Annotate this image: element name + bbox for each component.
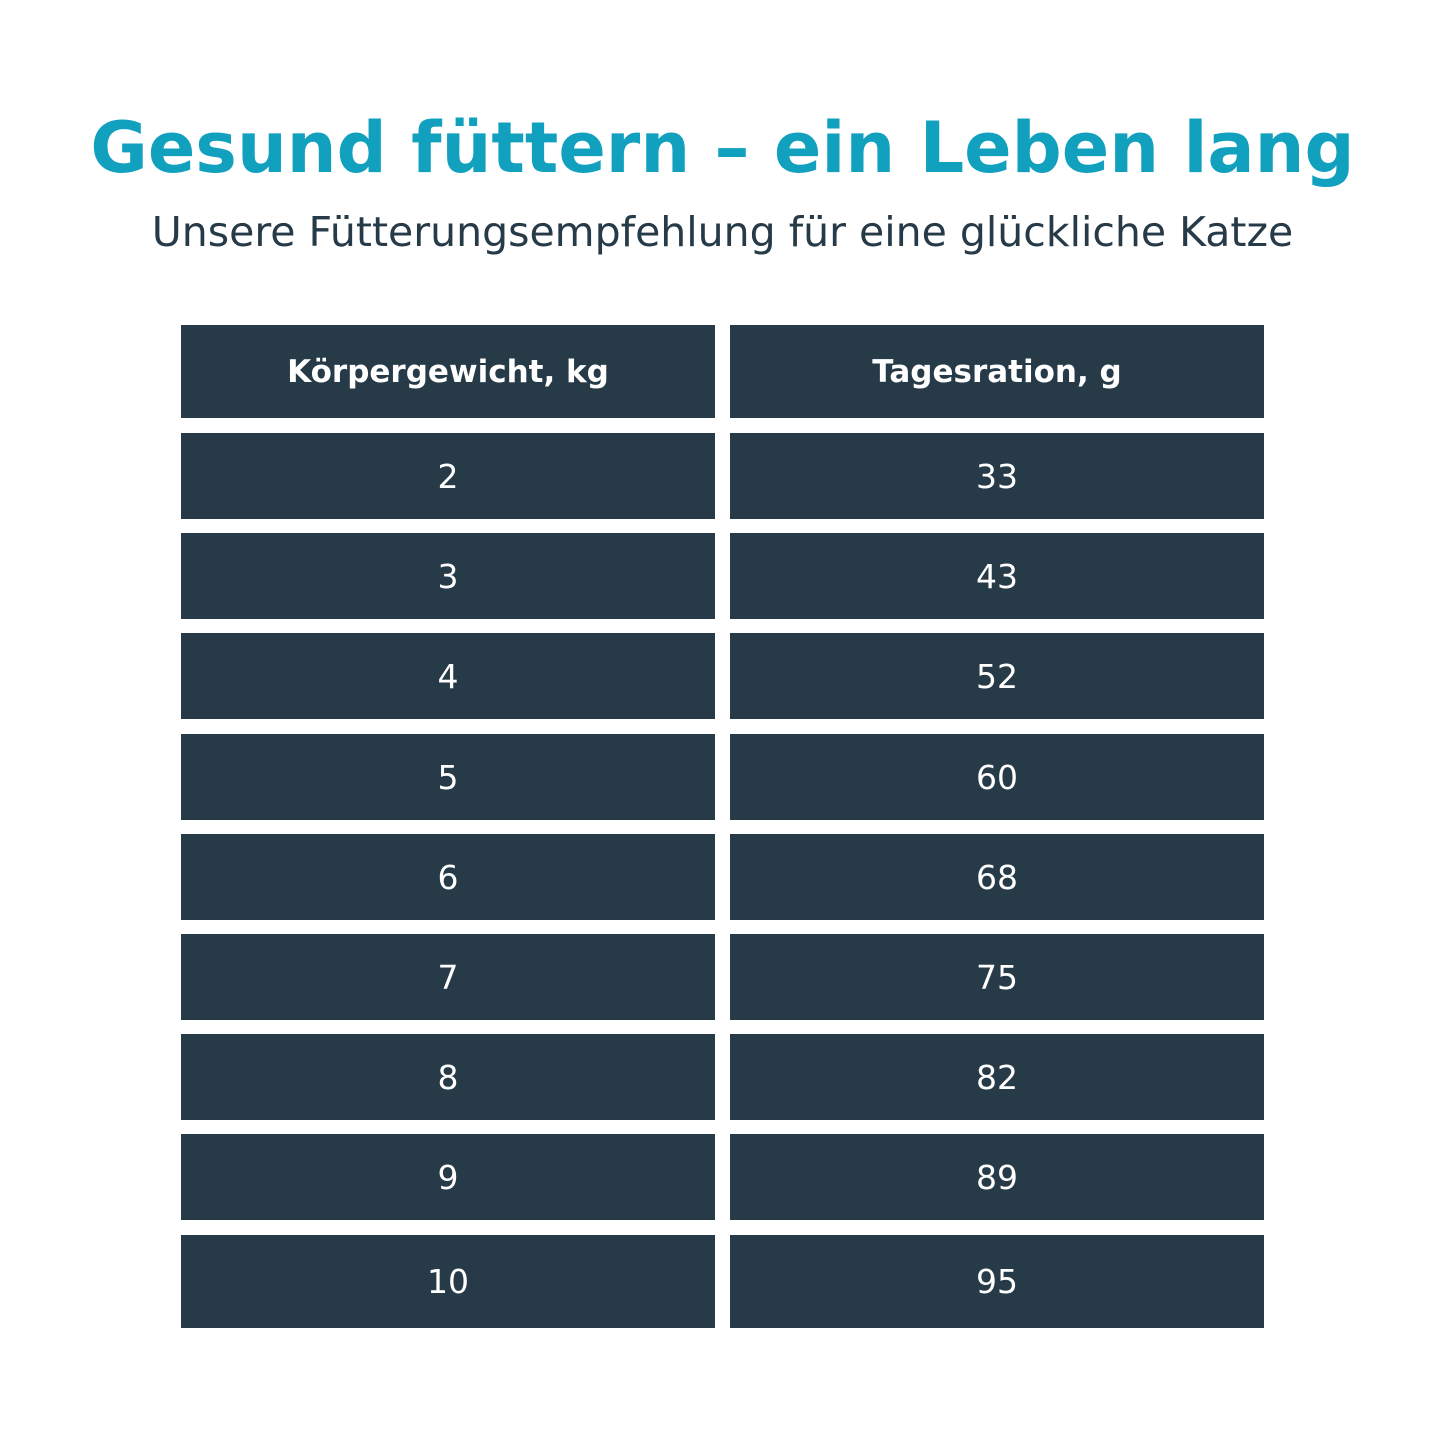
cell-daily-ration: 60 <box>730 734 1264 820</box>
page-subtitle: Unsere Fütterungsempfehlung für eine glü… <box>151 208 1294 256</box>
cell-daily-ration: 43 <box>730 533 1264 619</box>
cell-body-weight: 6 <box>181 834 715 920</box>
cell-body-weight: 8 <box>181 1034 715 1120</box>
cell-daily-ration: 82 <box>730 1034 1264 1120</box>
header-daily-ration: Tagesration, g <box>730 325 1264 418</box>
cell-daily-ration: 89 <box>730 1134 1264 1220</box>
header-body-weight: Körpergewicht, kg <box>181 325 715 418</box>
cell-body-weight: 9 <box>181 1134 715 1220</box>
cell-daily-ration: 75 <box>730 934 1264 1020</box>
cell-body-weight: 2 <box>181 433 715 519</box>
cell-daily-ration: 68 <box>730 834 1264 920</box>
cell-body-weight: 5 <box>181 734 715 820</box>
page-title: Gesund füttern – ein Leben lang <box>90 107 1355 189</box>
cell-daily-ration: 33 <box>730 433 1264 519</box>
cell-body-weight: 7 <box>181 934 715 1020</box>
cell-body-weight: 3 <box>181 533 715 619</box>
cell-daily-ration: 95 <box>730 1235 1264 1328</box>
cell-body-weight: 10 <box>181 1235 715 1328</box>
cell-body-weight: 4 <box>181 633 715 719</box>
cell-daily-ration: 52 <box>730 633 1264 719</box>
